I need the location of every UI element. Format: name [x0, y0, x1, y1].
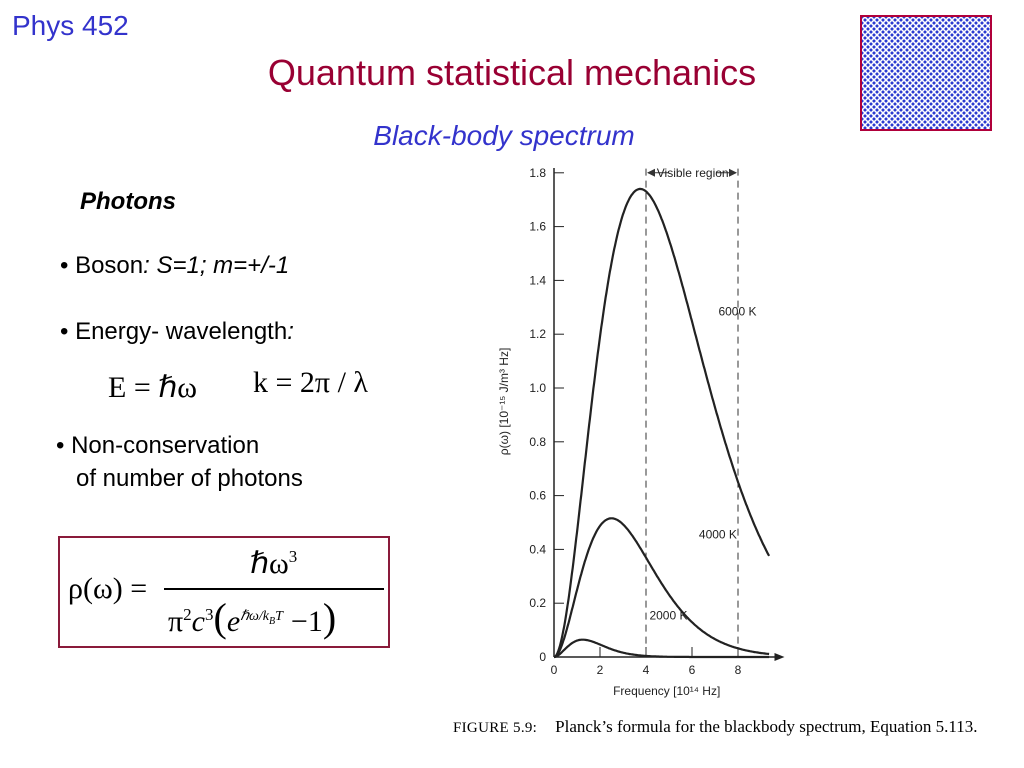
chart-plot-area: 0 0.2 0.4 0.6 0.8 1.0 1.2 1.4 1.6 1.8 0 2 4 6 8 Frequen… [497, 168, 785, 698]
slide-subtitle: Black-body spectrum [373, 120, 635, 151]
formula-denominator: π2c3(eℏω/kBT −1) [168, 594, 336, 641]
formula-numerator-base: ℏω [250, 547, 289, 580]
bullet-non-conservation: • Non-conservation of number of photons [56, 429, 303, 495]
den-e: e [226, 605, 241, 638]
visible-arrowhead-left [647, 168, 655, 177]
den-e-exp-sub: B [269, 615, 276, 627]
y-tick-label: 0.2 [529, 596, 546, 610]
y-tick-label: 0 [539, 650, 546, 664]
bullet-boson-label: • Boson [60, 252, 144, 279]
y-axis-label: ρ(ω) [10⁻¹⁵ J/m³ Hz] [497, 348, 511, 456]
den-pi: π [168, 605, 184, 638]
y-tick-label: 0.4 [529, 542, 546, 556]
equation-energy: E = ℏω [108, 371, 198, 404]
photons-heading: Photons [80, 188, 176, 215]
series-label-4000k: 4000 K [699, 528, 737, 542]
series-label-6000k: 6000 K [718, 304, 756, 318]
series-line-6000k [553, 187, 771, 659]
slide-title: Quantum statistical mechanics [267, 52, 757, 93]
y-tick-label: 1.8 [529, 168, 546, 180]
bullet-energy-label: • Energy- wavelength [60, 318, 288, 345]
series-line-2000k [553, 638, 770, 659]
bullet-boson-detail: : S=1; m=+/-1 [143, 252, 290, 279]
formula-lhs: ρ(ω) = [68, 572, 148, 605]
formula-numerator-exp: 3 [288, 547, 298, 566]
den-minus-one: −1 [290, 605, 323, 638]
equation-wavenumber: k = 2π / λ [253, 366, 368, 399]
x-tick-label: 4 [643, 663, 650, 677]
bullet-non-conservation-line1: • Non-conservation [56, 432, 260, 459]
x-axis-label: Frequency [10¹⁴ Hz] [613, 684, 720, 698]
dotted-logo [860, 15, 992, 131]
x-tick-label: 6 [689, 663, 696, 677]
visible-arrowhead-right [729, 168, 737, 177]
x-tick-label: 0 [551, 663, 558, 677]
den-pi-exp: 2 [183, 605, 192, 624]
bullet-energy-colon: : [287, 318, 294, 345]
x-axis-arrow [774, 653, 785, 661]
y-tick-label: 0.8 [529, 435, 546, 449]
bullet-non-conservation-line2: of number of photons [76, 465, 303, 492]
y-tick-label: 1.6 [529, 220, 546, 234]
den-c-exp: 3 [204, 605, 214, 624]
series-line-4000k [553, 517, 770, 659]
caption-text: Planck’s formula for the blackbody spect… [555, 717, 978, 736]
den-e-exp: ℏω/kBT [240, 609, 283, 627]
den-e-exp-main: ℏω/k [240, 609, 270, 624]
y-tick-label: 1.4 [529, 273, 546, 287]
paren-open: ( [213, 595, 227, 640]
fraction-bar [164, 588, 384, 590]
figure-caption: FIGURE 5.9: Planck’s formula for the blac… [453, 717, 978, 737]
blackbody-chart: 0 0.2 0.4 0.6 0.8 1.0 1.2 1.4 1.6 1.8 0 2 4 6 8 Frequen… [497, 168, 785, 698]
y-tick-label: 1.0 [529, 381, 546, 395]
x-tick-label: 2 [597, 663, 604, 677]
x-tick-label: 8 [735, 663, 742, 677]
visible-region-label: Visible region [657, 168, 729, 180]
den-e-exp-T: T [275, 609, 283, 624]
y-tick-label: 1.2 [529, 327, 546, 341]
series-label-2000k: 2000 K [649, 608, 687, 622]
bullet-boson: • Boson: S=1; m=+/-1 [60, 252, 289, 280]
course-label: Phys 452 [12, 10, 129, 41]
y-tick-label: 0.6 [529, 489, 546, 503]
bullet-energy-wavelength: • Energy- wavelength: [60, 318, 294, 346]
planck-formula-box: ρ(ω) = ℏω3 π2c3(eℏω/kBT −1) [58, 536, 390, 648]
formula-numerator: ℏω3 [250, 546, 297, 581]
caption-label: FIGURE 5.9: [453, 720, 538, 736]
den-c: c [191, 605, 205, 638]
paren-close: ) [322, 595, 337, 640]
